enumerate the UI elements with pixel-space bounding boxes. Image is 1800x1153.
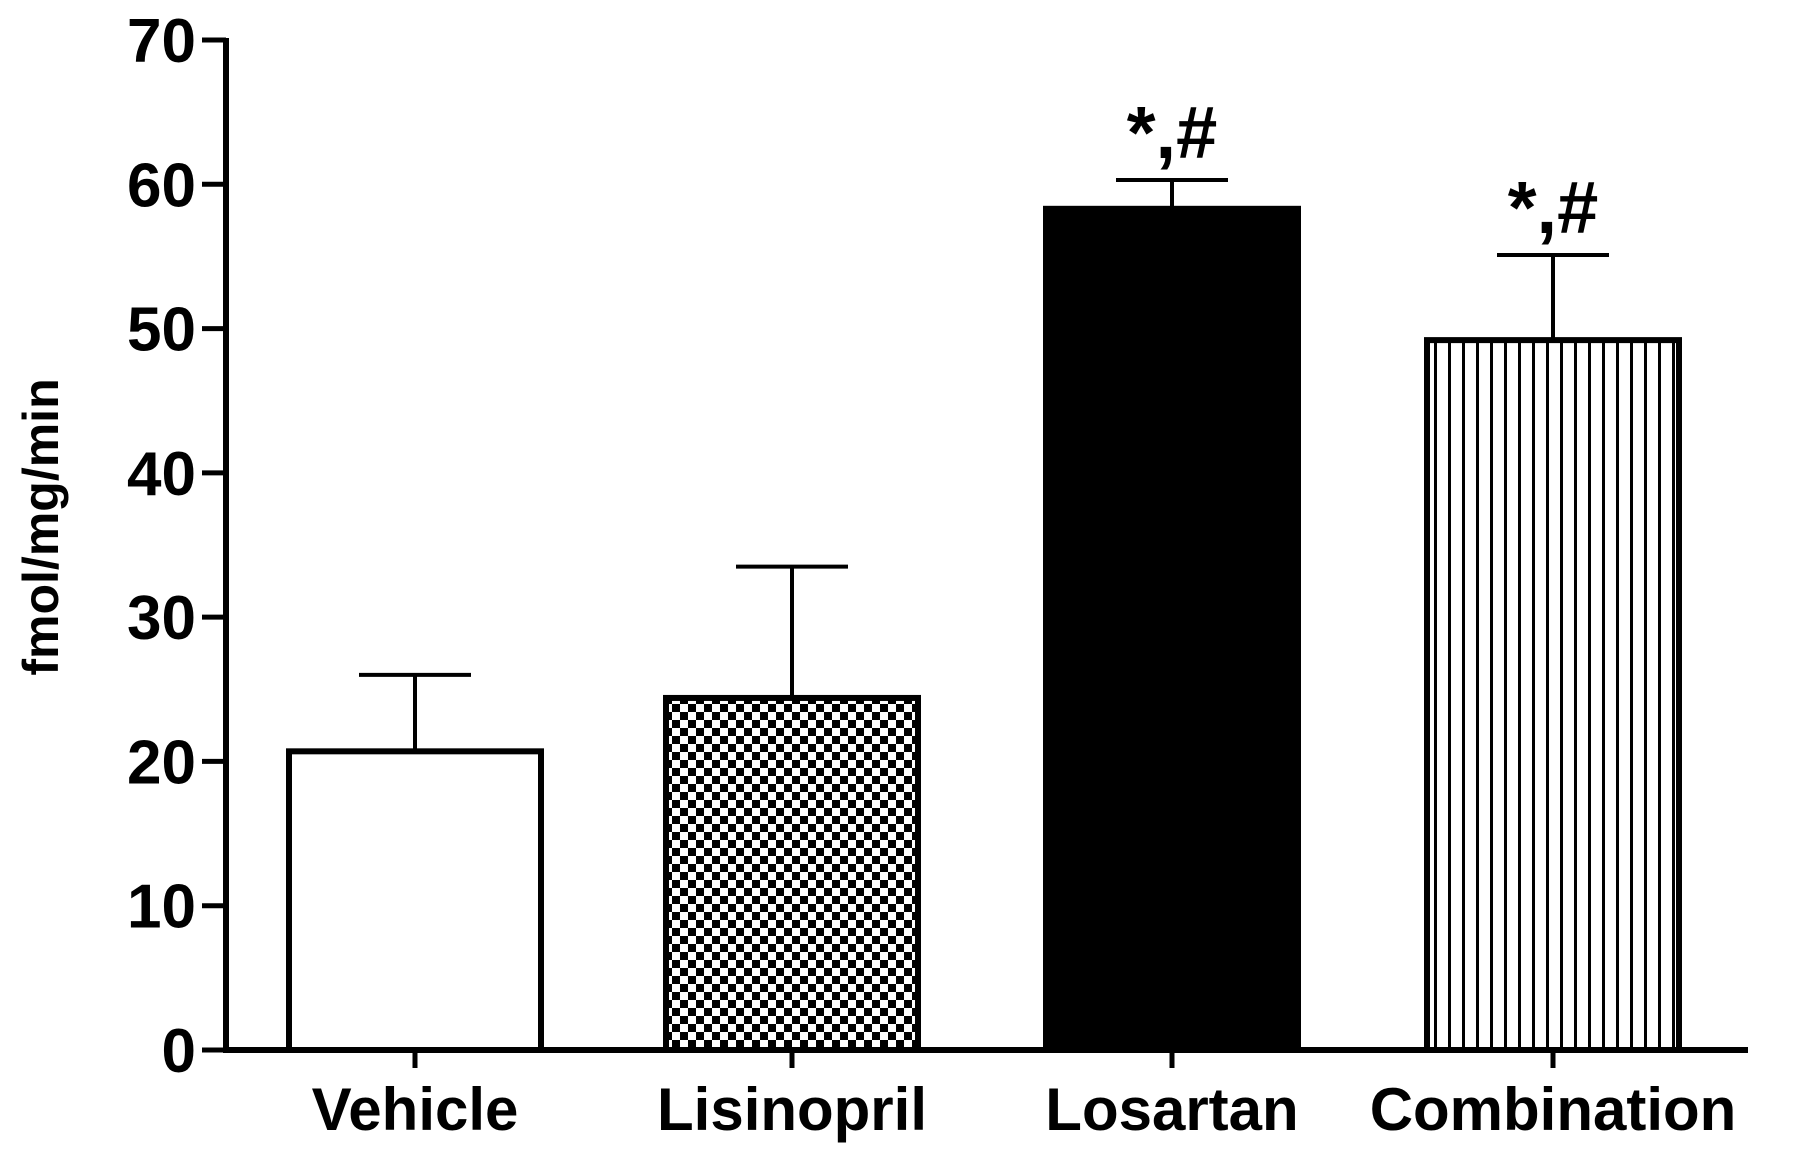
y-tick-label: 40 <box>127 440 196 509</box>
y-tick-label: 20 <box>127 728 196 797</box>
x-tick-label: Combination <box>1370 1076 1737 1143</box>
x-tick-label: Lisinopril <box>657 1076 927 1143</box>
y-tick-label: 60 <box>127 151 196 220</box>
significance-annotation: *,# <box>1508 166 1599 249</box>
y-tick-label: 30 <box>127 584 196 653</box>
bar <box>1424 337 1682 1054</box>
bar <box>1043 205 1301 1054</box>
bar <box>286 748 544 1053</box>
y-axis-title: fmol/mg/min <box>13 378 69 675</box>
x-tick-label: Vehicle <box>312 1076 519 1143</box>
y-tick-label: 0 <box>162 1017 196 1086</box>
significance-annotation: *,# <box>1127 91 1218 174</box>
y-tick-label: 10 <box>127 873 196 942</box>
y-tick-label: 70 <box>127 7 196 76</box>
x-tick-label: Losartan <box>1045 1076 1298 1143</box>
plot-area: Vehicle Lisinopril Losartan *,# Combination *… <box>127 7 1748 1143</box>
bar <box>663 694 921 1053</box>
y-tick-label: 50 <box>127 296 196 365</box>
